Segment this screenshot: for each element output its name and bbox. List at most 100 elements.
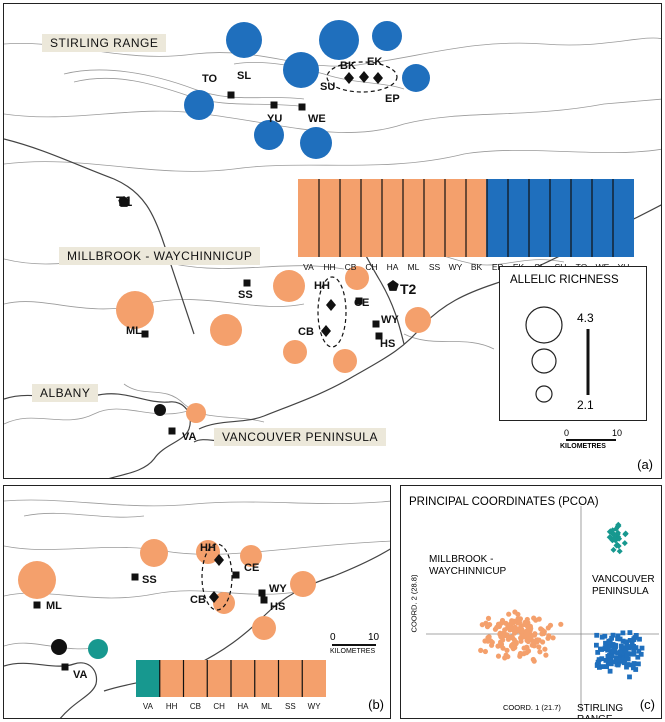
pcoa-point-millbrook bbox=[536, 616, 542, 622]
pcoa-point-vancouver bbox=[615, 521, 622, 528]
site-diamond-0 bbox=[344, 72, 354, 84]
pcoa-point-stirling bbox=[639, 645, 645, 651]
structure-label-0: VA bbox=[303, 262, 314, 272]
site-diamond-1 bbox=[359, 71, 369, 83]
structure-bar-blue bbox=[486, 179, 634, 257]
pcoa-title: PRINCIPAL COORDINATES (PCOA) bbox=[409, 496, 599, 508]
pcoa-point-stirling bbox=[636, 661, 641, 667]
pcoa-point-millbrook bbox=[521, 621, 528, 628]
pcoa-point-vancouver bbox=[611, 531, 618, 538]
pcoa-point-stirling bbox=[633, 633, 639, 638]
pcoa-point-millbrook bbox=[529, 642, 535, 648]
pcoa-point-millbrook bbox=[547, 622, 554, 628]
site-square-3 bbox=[243, 279, 251, 287]
pcoa-point-millbrook bbox=[537, 649, 543, 655]
site-label-su: SU bbox=[320, 81, 335, 93]
structure-label-5: ML bbox=[408, 262, 420, 272]
pcoa-point-millbrook bbox=[517, 653, 523, 659]
pcoa-point-stirling bbox=[607, 643, 613, 649]
scale-zero: 0 bbox=[564, 428, 570, 438]
group-label-vancouver-2: PENINSULA bbox=[592, 586, 649, 597]
pcoa-point-millbrook bbox=[546, 633, 552, 639]
legend-max-label: 4.3 bbox=[577, 311, 594, 325]
structure-label-2: CB bbox=[345, 262, 357, 272]
panel-b-letter: (b) bbox=[368, 697, 384, 712]
pcoa-point-stirling bbox=[602, 633, 608, 639]
pcoa-point-millbrook bbox=[550, 635, 556, 641]
pcoa-point-stirling bbox=[603, 640, 608, 646]
site-label-ce: CE bbox=[354, 297, 369, 309]
group-label-vancouver-1: VANCOUVER bbox=[592, 574, 655, 585]
pie-b-orange-3 bbox=[240, 545, 262, 567]
site-label-to: TO bbox=[202, 73, 218, 85]
structure-label-9: EP bbox=[492, 262, 504, 272]
site-b-label-ss: SS bbox=[142, 574, 157, 586]
pcoa-point-stirling bbox=[625, 644, 630, 649]
pie-orange-0 bbox=[116, 291, 154, 329]
site-label-sl: SL bbox=[237, 70, 251, 82]
site-b-square-1 bbox=[33, 601, 41, 609]
site-label-hs: HS bbox=[380, 338, 395, 350]
pcoa-point-stirling bbox=[594, 642, 599, 648]
site-label-ml: ML bbox=[126, 325, 142, 337]
pcoa-point-stirling bbox=[629, 644, 635, 650]
cluster-ellipse-a1 bbox=[326, 61, 398, 93]
pcoa-point-stirling bbox=[599, 656, 605, 662]
pcoa-point-stirling bbox=[605, 654, 611, 659]
pcoa-point-millbrook bbox=[518, 638, 524, 644]
pcoa-point-stirling bbox=[623, 639, 629, 645]
pcoa-point-millbrook bbox=[542, 646, 548, 652]
pcoa-point-stirling bbox=[631, 648, 637, 654]
legend-min-label: 2.1 bbox=[577, 398, 594, 412]
structure-b-label-6: SS bbox=[285, 702, 296, 711]
region-millbrook-waychinnicup: MILLBROOK - WAYCHINNICUP bbox=[59, 247, 261, 265]
site-diamond-3 bbox=[321, 325, 331, 337]
site-label-ss: SS bbox=[238, 289, 253, 301]
structure-b-label-7: WY bbox=[308, 702, 322, 711]
structure-b-label-4: HA bbox=[237, 702, 249, 711]
pie-b-teal bbox=[88, 639, 108, 659]
site-b-label-hh: HH bbox=[200, 542, 216, 554]
pcoa-point-stirling bbox=[631, 661, 637, 666]
pcoa-point-millbrook bbox=[494, 624, 500, 630]
structure-b-label-1: HH bbox=[166, 702, 178, 711]
panel-a-letter: (a) bbox=[637, 457, 653, 472]
pcoa-point-millbrook bbox=[541, 630, 547, 637]
pie-blue-3 bbox=[319, 20, 359, 60]
site-b-circle-albany bbox=[51, 639, 67, 655]
pie-blue-1 bbox=[226, 22, 262, 58]
pcoa-point-millbrook bbox=[515, 628, 521, 634]
site-label-bk: BK bbox=[340, 60, 356, 72]
pcoa-point-stirling bbox=[595, 659, 601, 665]
pcoa-plot bbox=[426, 506, 659, 712]
site-diamond-2 bbox=[373, 72, 383, 84]
pcoa-point-stirling bbox=[594, 632, 600, 638]
pie-blue-0 bbox=[184, 90, 214, 120]
group-label-stirling: STIRLING RANGE bbox=[577, 703, 624, 718]
pcoa-point-stirling bbox=[602, 645, 608, 651]
pcoa-point-stirling bbox=[627, 651, 633, 657]
pcoa-point-stirling bbox=[615, 636, 620, 642]
site-label-ek: EK bbox=[367, 56, 382, 68]
site-square-0 bbox=[227, 91, 235, 99]
site-square-7 bbox=[375, 332, 383, 340]
pcoa-point-stirling bbox=[596, 657, 602, 662]
structure-b-orange bbox=[159, 660, 326, 697]
sites-b-svg: SS HH CE WY ML CB HS VA VA HH CB CH HA ML SS WY bbox=[18, 539, 326, 711]
site-b-label-wy: WY bbox=[269, 583, 287, 595]
pcoa-point-stirling bbox=[611, 648, 617, 653]
site-diamond-4 bbox=[326, 299, 336, 311]
pcoa-point-millbrook bbox=[485, 615, 492, 621]
site-b-label-hs: HS bbox=[270, 601, 285, 613]
panel-c-letter: (c) bbox=[639, 697, 655, 712]
region-albany: ALBANY bbox=[32, 384, 99, 402]
panel-c-pcoa: PRINCIPAL COORDINATES (PCOA) MILLBROOK -… bbox=[400, 485, 662, 719]
pcoa-point-stirling bbox=[631, 665, 636, 671]
map-a-contours bbox=[4, 37, 661, 425]
site-circle-albany bbox=[154, 404, 166, 416]
pcoa-point-stirling bbox=[604, 664, 609, 669]
pcoa-point-stirling bbox=[621, 660, 627, 666]
pcoa-point-millbrook bbox=[508, 621, 514, 627]
pcoa-point-millbrook bbox=[558, 621, 564, 627]
site-b-diamond-1 bbox=[209, 591, 219, 603]
